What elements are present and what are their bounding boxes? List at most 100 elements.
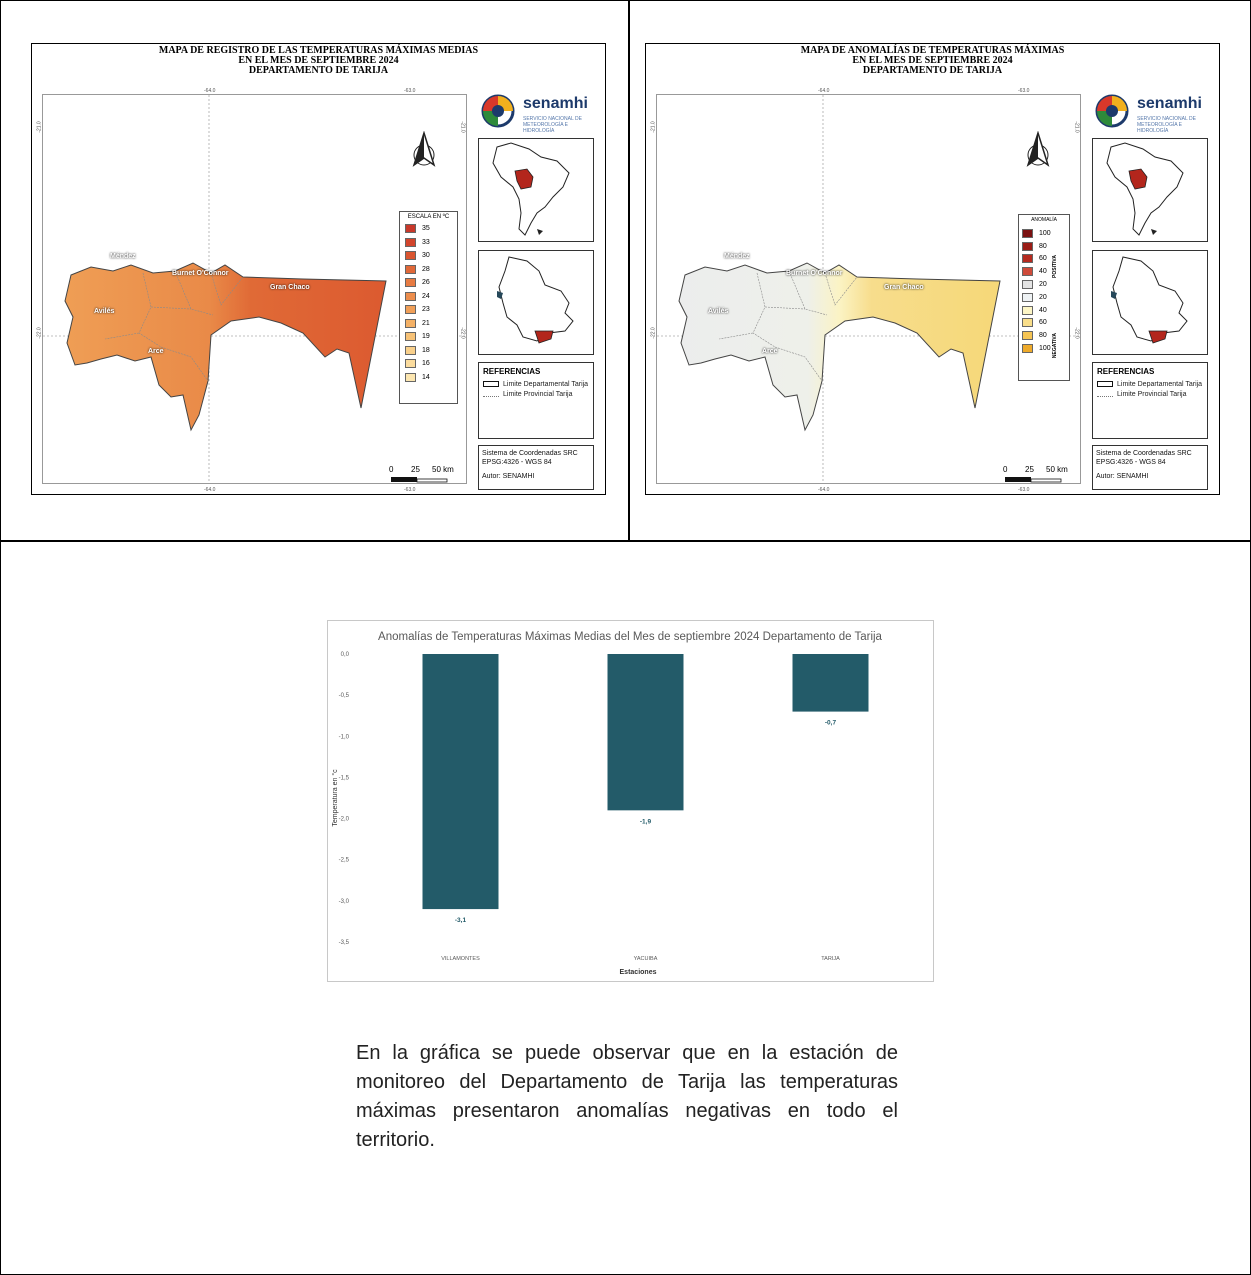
scale-bar [391, 477, 448, 483]
map-svg [657, 95, 1080, 483]
legend-negative-label: NEGATIVA [1052, 333, 1058, 359]
south-america-map [1106, 142, 1184, 236]
ref-dept-row: Limite Departamental Tarija [1097, 379, 1207, 389]
legend-swatch [405, 372, 416, 382]
tick-left-1: -21.0 [650, 121, 657, 133]
legend-swatch [1022, 318, 1033, 328]
tarija-shape [64, 262, 387, 432]
scale-label-0: 0 [389, 465, 394, 474]
y-tick-label: -3,0 [339, 899, 350, 905]
legend-swatch [1022, 292, 1033, 302]
legend-swatch [1022, 228, 1033, 238]
legend-item: 20 [1017, 278, 1069, 291]
map-temperature-max: MAPA DE REGISTRO DE LAS TEMPERATURAS MÁX… [31, 43, 606, 495]
logo-subtitle-2: METEOROLOGÍA E HIDROLOGÍA [1137, 122, 1183, 134]
legend-label: 24 [422, 292, 430, 300]
legend-swatch [405, 237, 416, 247]
place-label-burnet: Burnet O'Connor [172, 270, 229, 277]
inset-bolivia [1092, 250, 1208, 355]
map-title-line-3: DEPARTAMENTO DE TARIJA [248, 65, 389, 76]
logo-subtitle-1: SERVICIO NACIONAL DE [523, 116, 582, 122]
legend-label: 60 [1039, 255, 1047, 263]
legend-item: 33 [400, 236, 457, 250]
legend-item: 20 [1017, 291, 1069, 304]
bar-villamontes [422, 654, 499, 910]
map-area [656, 94, 1081, 484]
legend-label: 100 [1039, 345, 1051, 353]
tick-right-1: -21.0 [459, 121, 466, 133]
legend-item: 21 [400, 317, 457, 331]
map-title-line-1: MAPA DE ANOMALÍAS DE TEMPERATURAS MÁXIMA… [800, 45, 1065, 56]
tick-right-2: -22.0 [459, 327, 466, 339]
map-title: MAPA DE REGISTRO DE LAS TEMPERATURAS MÁX… [32, 46, 605, 76]
table-cell-top-left [0, 0, 630, 542]
map-title-line-3: DEPARTAMENTO DE TARIJA [862, 65, 1003, 76]
senamhi-logo-icon [481, 94, 515, 128]
tarija-shape [678, 262, 1001, 432]
legend-label: 26 [422, 279, 430, 287]
logo-wordmark: senamhi [523, 95, 588, 112]
inset-south-america [1092, 138, 1208, 242]
tick-bottom-1: -64.0 [818, 487, 830, 493]
legend-label: 40 [1039, 306, 1047, 314]
place-label-burnet: Burnet O'Connor [786, 270, 843, 277]
map-title: MAPA DE ANOMALÍAS DE TEMPERATURAS MÁXIMA… [646, 46, 1219, 76]
legend-label: 80 [1039, 242, 1047, 250]
map-legend: ANOMALÍA 100 80 60 40 20 20 40 60 80 100 POSITIVA… [1018, 214, 1070, 381]
x-axis-label: Estaciones [620, 969, 657, 976]
place-label-gran-chaco: Gran Chaco [884, 284, 924, 291]
legend-swatch [405, 264, 416, 274]
tick-top-1: -64.0 [818, 88, 830, 94]
y-tick-label: -2,5 [339, 858, 350, 864]
legend-label: 30 [422, 252, 430, 260]
legend-item: 100 [1017, 342, 1069, 355]
references-box: REFERENCIAS Limite Departamental Tarija … [1092, 362, 1208, 439]
map-legend: ESCALA EN ºC 35 33 30 28 26 24 23 21 19 18 16 14 [399, 211, 458, 404]
legend-swatch [405, 359, 416, 369]
coordinate-box: Sistema de Coordenadas SRC EPSG:4326 - W… [1092, 445, 1208, 490]
place-label-aviles: Avilés [708, 308, 729, 315]
bar-tarija [792, 654, 869, 712]
tick-right-2: -22.0 [1073, 327, 1080, 339]
chart-title: Anomalías de Temperaturas Máximas Medias… [378, 631, 883, 643]
ref-prov-label: Limite Provincial Tarija [1117, 390, 1187, 398]
legend-item: 24 [400, 290, 457, 304]
senamhi-logo-icon [1095, 94, 1129, 128]
place-label-arce: Arce [148, 348, 164, 355]
legend-item: 100 [1017, 227, 1069, 240]
legend-swatch [1022, 254, 1033, 264]
tick-top-2: -63.0 [1018, 88, 1030, 94]
place-label-gran-chaco: Gran Chaco [270, 284, 310, 291]
legend-swatch [1022, 305, 1033, 315]
legend-item: 18 [400, 344, 457, 358]
coord-system: Sistema de Coordenadas SRC [482, 450, 578, 457]
map-anomaly-max: MAPA DE ANOMALÍAS DE TEMPERATURAS MÁXIMA… [645, 43, 1220, 495]
x-tick-label: VILLAMONTES [441, 956, 480, 962]
data-label: -1,9 [640, 818, 652, 825]
legend-item: 40 [1017, 304, 1069, 317]
place-label-mendez: Méndez [110, 253, 136, 260]
legend-swatch [405, 224, 416, 234]
legend-item: 23 [400, 303, 457, 317]
legend-item: 16 [400, 357, 457, 371]
tick-top-2: -63.0 [404, 88, 416, 94]
legend-label: 80 [1039, 332, 1047, 340]
legend-swatch [1022, 267, 1033, 277]
ref-prov-row: Limite Provincial Tarija [1097, 389, 1207, 399]
legend-positive-label: POSITIVA [1052, 255, 1058, 278]
y-axis-label: Temperatura en °c [331, 769, 339, 827]
place-label-arce: Arce [762, 348, 778, 355]
legend-label: 35 [422, 225, 430, 233]
coordinate-box: Sistema de Coordenadas SRC EPSG:4326 - W… [478, 445, 594, 490]
tick-left-2: -22.0 [36, 327, 43, 339]
tick-bottom-2: -63.0 [1018, 487, 1030, 493]
scale-bar [1005, 477, 1062, 483]
legend-label: 23 [422, 306, 430, 314]
ref-prov-label: Limite Provincial Tarija [503, 390, 573, 398]
legend-item: 19 [400, 330, 457, 344]
legend-label: 20 [1039, 293, 1047, 301]
legend-item: 14 [400, 371, 457, 385]
legend-label: 28 [422, 265, 430, 273]
x-tick-label: TARIJA [821, 956, 840, 962]
legend-swatch [405, 251, 416, 261]
